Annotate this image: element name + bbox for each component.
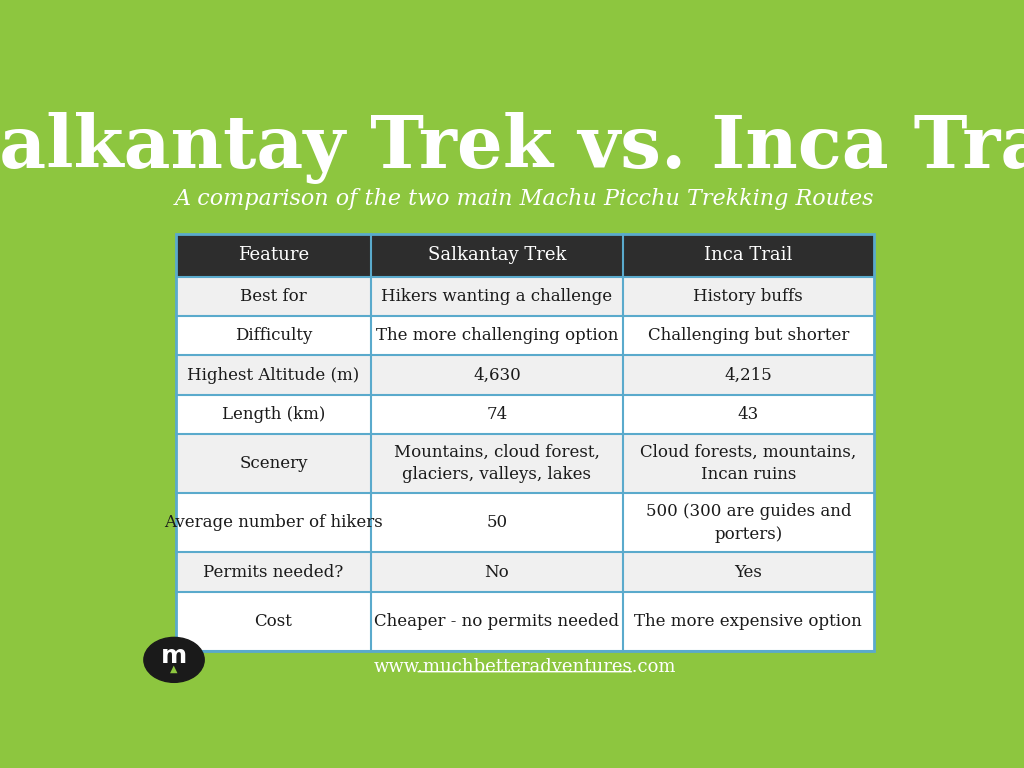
Text: Scenery: Scenery: [240, 455, 307, 472]
Text: Best for: Best for: [240, 288, 307, 305]
Text: The more challenging option: The more challenging option: [376, 327, 618, 344]
Bar: [176, 276, 873, 316]
Bar: [176, 434, 873, 493]
Text: Mountains, cloud forest,
glaciers, valleys, lakes: Mountains, cloud forest, glaciers, valle…: [394, 444, 600, 483]
Bar: [176, 356, 873, 395]
Text: 4,630: 4,630: [473, 366, 521, 384]
Text: 74: 74: [486, 406, 508, 423]
Bar: [176, 592, 873, 651]
Text: Length (km): Length (km): [222, 406, 325, 423]
Bar: [176, 395, 873, 434]
Text: 4,215: 4,215: [724, 366, 772, 384]
Text: Permits needed?: Permits needed?: [203, 564, 343, 581]
Text: www.muchbetteradventures.com: www.muchbetteradventures.com: [374, 658, 676, 676]
Bar: [176, 234, 873, 651]
Text: A comparison of the two main Machu Picchu Trekking Routes: A comparison of the two main Machu Picch…: [175, 187, 874, 210]
Text: Cost: Cost: [254, 613, 292, 630]
Text: m: m: [161, 644, 187, 667]
Text: Inca Trail: Inca Trail: [705, 247, 793, 264]
Text: History buffs: History buffs: [693, 288, 803, 305]
Text: No: No: [484, 564, 509, 581]
Bar: [176, 552, 873, 592]
Text: The more expensive option: The more expensive option: [635, 613, 862, 630]
Bar: [176, 316, 873, 356]
Text: Average number of hikers: Average number of hikers: [164, 515, 383, 531]
Bar: [176, 493, 873, 552]
Text: Feature: Feature: [238, 247, 309, 264]
Text: Hikers wanting a challenge: Hikers wanting a challenge: [381, 288, 612, 305]
Text: 43: 43: [737, 406, 759, 423]
Text: 500 (300 are guides and
porters): 500 (300 are guides and porters): [645, 503, 851, 542]
Text: Cheaper - no permits needed: Cheaper - no permits needed: [375, 613, 620, 630]
Bar: [176, 234, 873, 276]
Text: Highest Altitude (m): Highest Altitude (m): [187, 366, 359, 384]
Text: Salkantay Trek: Salkantay Trek: [428, 247, 566, 264]
Text: Cloud forests, mountains,
Incan ruins: Cloud forests, mountains, Incan ruins: [640, 444, 856, 483]
Text: Yes: Yes: [734, 564, 762, 581]
Text: ▲: ▲: [170, 664, 178, 674]
Text: Salkantay Trek vs. Inca Trail: Salkantay Trek vs. Inca Trail: [0, 112, 1024, 184]
Text: Challenging but shorter: Challenging but shorter: [647, 327, 849, 344]
Text: 50: 50: [486, 515, 508, 531]
Circle shape: [143, 637, 204, 682]
Text: Difficulty: Difficulty: [234, 327, 312, 344]
